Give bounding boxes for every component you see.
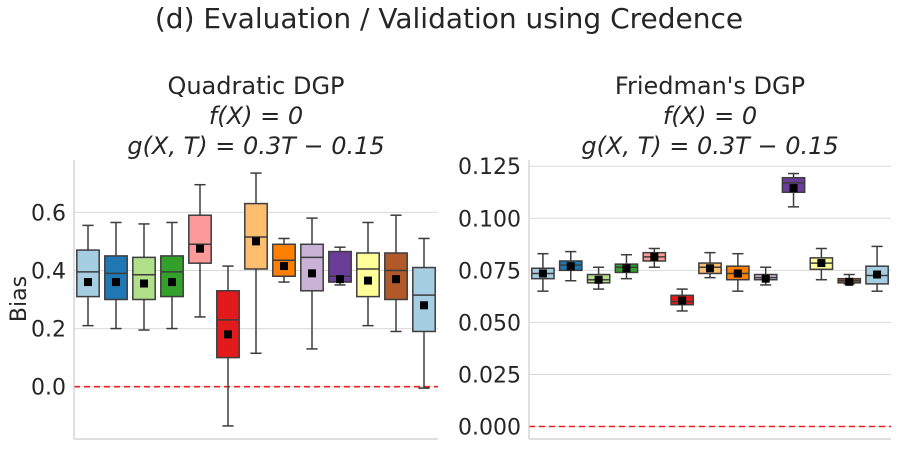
panel-0-box-3-iqr (160, 255, 184, 298)
panel-0-ytick-label-1: 0.2 (31, 318, 66, 343)
panel-1-ytick-label-0: 0.000 (458, 416, 521, 441)
panel-0-box-9-mean (336, 275, 344, 284)
panel-1-ytick-label-5: 0.125 (458, 155, 521, 180)
panel-1-box-8-mean (761, 274, 770, 283)
panel-1-box-6-mean (706, 264, 714, 273)
panel-right: Friedman's DGP f(X) = 0 g(X, T) = 0.3T −… (458, 72, 891, 441)
panel-1-box-12-mean (873, 270, 882, 279)
panel-right-ticks: 0.000 0.025 0.050 0.075 0.100 0.125 (458, 155, 521, 440)
panel-0-box-2-iqr (132, 256, 156, 301)
panel-1-box-9-mean (789, 184, 798, 193)
panel-1-box-5 (670, 288, 695, 312)
panel-0-box-5-iqr (216, 290, 240, 359)
panel-left-marks (74, 172, 438, 427)
panel-1-box-12 (865, 245, 889, 292)
panel-0-box-0 (76, 224, 100, 327)
panel-1-ytick-label-1: 0.025 (458, 363, 521, 388)
panel-0-box-11-mean (392, 275, 400, 284)
panel-right-grid (529, 165, 891, 428)
panel-left-title-line-3: g(X, T) = 0.3T − 0.15 (127, 132, 384, 160)
panel-left-ticks: 0.0 0.2 0.4 0.6 (31, 201, 66, 400)
panel-left-ylabel: Bias (7, 276, 32, 322)
panel-right-title-line-1: Friedman's DGP (615, 72, 805, 100)
panel-0-box-3 (160, 221, 184, 330)
panel-1-box-7 (725, 252, 750, 292)
panel-1-ytick-label-2: 0.050 (458, 311, 521, 336)
panel-0-box-12 (412, 237, 436, 389)
panel-0-box-0-mean (84, 278, 92, 287)
panel-0-box-0-iqr (76, 249, 100, 298)
panel-0-box-8 (300, 217, 324, 350)
panel-1-box-1-mean (566, 262, 575, 271)
panel-1-box-0-mean (538, 269, 547, 278)
figure-suptitle: (d) Evaluation / Validation using Creden… (155, 2, 743, 35)
panel-0-box-7-mean (280, 262, 288, 271)
panel-1-box-8 (753, 266, 778, 286)
panel-left-title-line-2: f(X) = 0 (209, 102, 303, 130)
panel-1-box-7-mean (733, 269, 742, 278)
panel-0-box-10 (356, 221, 380, 327)
panel-1-ytick-label-3: 0.075 (458, 259, 521, 284)
panel-1-box-11 (837, 273, 862, 286)
panel-1-box-0 (531, 252, 555, 292)
panel-0-ytick-label-0: 0.0 (31, 376, 66, 401)
panel-0-box-5-mean (224, 330, 232, 339)
panel-0-box-4-iqr (188, 214, 212, 264)
panel-1-box-2 (586, 266, 611, 290)
panel-0-box-6 (244, 172, 268, 355)
panel-0-box-2 (132, 223, 156, 331)
panel-1-box-10-mean (817, 259, 826, 268)
panel-0-box-5 (216, 265, 240, 427)
panel-0-box-8-iqr (300, 243, 324, 292)
panel-0-box-12-mean (420, 301, 428, 310)
panel-left: Quadratic DGP f(X) = 0 g(X, T) = 0.3T − … (7, 72, 438, 440)
panel-0-box-7 (272, 237, 296, 283)
panel-0-box-4 (188, 183, 212, 318)
panel-0-box-10-mean (364, 276, 372, 285)
panel-0-ytick-label-3: 0.6 (31, 201, 66, 226)
panel-1-box-4 (642, 247, 667, 268)
panel-0-box-4-mean (196, 244, 204, 253)
panel-0-box-11 (384, 214, 408, 333)
panel-0-box-8-mean (308, 269, 316, 278)
panel-right-title-line-3: g(X, T) = 0.3T − 0.15 (581, 132, 838, 160)
panel-0-box-3-mean (168, 278, 176, 287)
panel-1-box-10 (809, 247, 834, 281)
panel-1-box-3-mean (622, 264, 631, 273)
panel-right-title-line-2: f(X) = 0 (663, 102, 757, 130)
panel-0-box-10-iqr (356, 252, 380, 298)
panel-1-box-5-mean (678, 296, 687, 305)
panel-0-box-1-mean (112, 278, 120, 287)
panel-1-box-11-mean (845, 277, 854, 286)
panel-0-box-12-iqr (412, 266, 436, 333)
panel-0-ytick-label-2: 0.4 (31, 259, 66, 284)
panel-0-box-2-mean (140, 279, 148, 288)
panel-1-box-1 (558, 250, 583, 282)
panel-0-box-9 (328, 246, 352, 286)
panel-1-box-9 (781, 172, 806, 208)
panel-0-box-1 (104, 221, 128, 330)
panel-1-box-4-mean (650, 252, 659, 261)
panel-left-title-line-1: Quadratic DGP (167, 72, 344, 100)
panel-1-box-2-mean (594, 275, 603, 284)
panel-1-box-6 (698, 251, 722, 279)
panel-right-marks (529, 172, 891, 428)
panel-0-box-1-iqr (104, 255, 128, 301)
panel-1-box-3 (614, 253, 639, 280)
panel-1-ytick-label-4: 0.100 (458, 207, 521, 232)
panel-0-box-6-mean (252, 237, 260, 246)
